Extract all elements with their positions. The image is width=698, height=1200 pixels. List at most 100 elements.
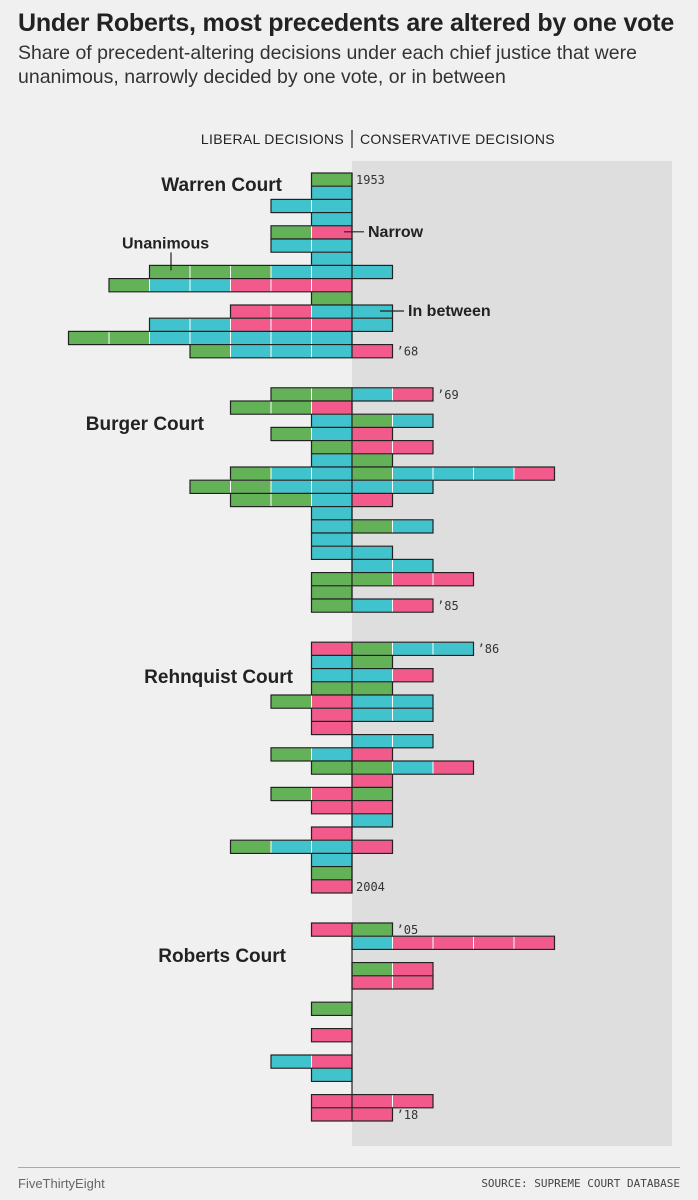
conservative-square xyxy=(351,264,393,280)
footer-source: SOURCE: SUPREME COURT DATABASE xyxy=(481,1177,680,1190)
conservative-square xyxy=(351,519,393,534)
conservative-square xyxy=(351,1107,393,1122)
conservative-square xyxy=(392,413,434,428)
liberal-square xyxy=(108,330,150,346)
liberal-square xyxy=(270,694,312,709)
liberal-square xyxy=(189,479,231,494)
court-label-0: Warren Court xyxy=(161,175,282,196)
year-label-68: ’68 xyxy=(397,345,419,359)
conservative-square xyxy=(351,598,393,613)
conservative-square xyxy=(351,839,393,854)
conservative-square xyxy=(392,694,434,709)
liberal-square xyxy=(311,572,353,587)
liberal-square xyxy=(311,1107,353,1122)
liberal-square xyxy=(311,532,353,547)
liberal-square xyxy=(311,304,353,319)
footer-brand: FiveThirtyEight xyxy=(18,1176,105,1191)
conservative-square xyxy=(432,572,474,587)
conservative-square xyxy=(392,1094,434,1109)
liberal-square xyxy=(311,264,353,280)
liberal-square xyxy=(311,585,353,600)
conservative-square xyxy=(351,413,393,428)
conservative-square xyxy=(392,962,434,977)
liberal-square xyxy=(149,330,191,346)
annotation-narrow: Narrow xyxy=(368,224,424,241)
liberal-square xyxy=(270,466,312,481)
conservative-square xyxy=(351,935,393,950)
liberal-square xyxy=(230,304,272,319)
year-label-05: ’05 xyxy=(397,923,419,937)
chart-title: Under Roberts, most precedents are alter… xyxy=(18,9,675,37)
conservative-square xyxy=(351,773,393,788)
conservative-square xyxy=(392,519,434,534)
conservative-square xyxy=(351,453,393,468)
conservative-square xyxy=(432,641,474,656)
conservative-square xyxy=(351,747,393,762)
liberal-square xyxy=(230,839,272,854)
liberal-square xyxy=(230,344,272,359)
conservative-square xyxy=(351,492,393,508)
liberal-square xyxy=(230,479,272,494)
liberal-square xyxy=(311,413,353,428)
conservative-square xyxy=(513,935,555,950)
conservative-square xyxy=(432,760,474,775)
conservative-square xyxy=(392,572,434,587)
liberal-square xyxy=(311,922,353,937)
liberal-square xyxy=(189,330,231,346)
liberal-square xyxy=(311,440,353,455)
liberal-square xyxy=(311,387,353,402)
liberal-square xyxy=(230,466,272,481)
liberal-square xyxy=(311,426,353,442)
liberal-square xyxy=(270,278,312,293)
conservative-square xyxy=(351,922,393,937)
conservative-square xyxy=(351,786,393,802)
conservative-square xyxy=(392,935,434,950)
conservative-square xyxy=(351,734,393,749)
liberal-square xyxy=(311,720,353,736)
liberal-square xyxy=(270,786,312,802)
court-label-3: Roberts Court xyxy=(158,946,286,967)
conservative-square xyxy=(351,344,393,359)
liberal-square xyxy=(311,453,353,468)
liberal-square xyxy=(189,344,231,359)
conservative-square xyxy=(351,426,393,442)
chart-subtitle: Share of precedent-altering decisions un… xyxy=(18,42,637,88)
court-label-2: Rehnquist Court xyxy=(144,667,293,688)
conservative-square xyxy=(392,668,434,683)
liberal-square xyxy=(311,641,353,656)
liberal-square xyxy=(230,330,272,346)
liberal-square xyxy=(270,426,312,442)
liberal-square xyxy=(311,1054,353,1069)
liberal-square xyxy=(270,264,312,280)
liberal-square xyxy=(311,519,353,534)
liberal-square xyxy=(311,172,353,187)
conservative-square xyxy=(473,466,515,481)
conservative-square xyxy=(351,558,393,574)
liberal-square xyxy=(311,786,353,802)
liberal-square xyxy=(311,879,353,894)
liberal-square xyxy=(68,330,110,346)
conservative-square xyxy=(351,681,393,696)
liberal-square xyxy=(311,185,353,200)
liberal-square xyxy=(270,492,312,508)
liberal-square xyxy=(311,747,353,762)
conservative-square xyxy=(351,962,393,977)
liberal-square xyxy=(270,400,312,415)
conservative-square xyxy=(392,760,434,775)
liberal-square xyxy=(311,400,353,415)
conservative-square xyxy=(392,387,434,402)
liberal-square xyxy=(230,492,272,508)
conservative-square xyxy=(392,707,434,722)
conservative-square xyxy=(351,813,393,828)
liberal-square xyxy=(311,317,353,332)
conservative-square xyxy=(351,387,393,402)
conservative-square xyxy=(351,975,393,990)
liberal-square xyxy=(311,866,353,881)
conservative-square xyxy=(351,694,393,709)
liberal-square xyxy=(230,317,272,332)
liberal-square xyxy=(311,330,353,346)
row-outline xyxy=(310,519,434,534)
conservative-square xyxy=(473,935,515,950)
conservative-square xyxy=(351,641,393,656)
liberal-square xyxy=(311,668,353,683)
